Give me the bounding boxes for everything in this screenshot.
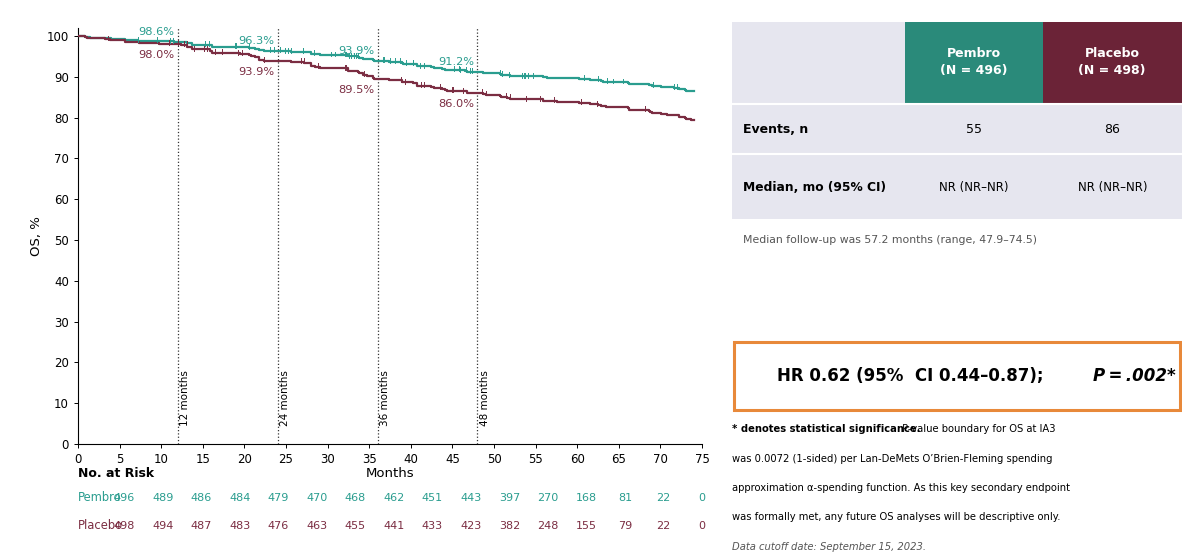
Text: 476: 476: [268, 521, 289, 531]
Text: 463: 463: [306, 521, 328, 531]
Text: Events, n: Events, n: [743, 123, 809, 136]
Text: 248: 248: [538, 521, 559, 531]
Text: Median, mo (95% CI): Median, mo (95% CI): [743, 180, 887, 194]
Text: 483: 483: [229, 521, 251, 531]
Text: 270: 270: [538, 492, 558, 503]
Text: 443: 443: [461, 492, 481, 503]
Text: 55: 55: [966, 123, 982, 136]
Text: 89.5%: 89.5%: [338, 85, 374, 95]
Text: 462: 462: [383, 492, 404, 503]
Text: Median follow-up was 57.2 months (range, 47.9–74.5): Median follow-up was 57.2 months (range,…: [743, 235, 1037, 245]
Text: 22: 22: [656, 521, 671, 531]
Text: 487: 487: [191, 521, 212, 531]
Text: 81: 81: [618, 492, 632, 503]
FancyBboxPatch shape: [905, 22, 1043, 104]
Text: 86: 86: [1104, 123, 1120, 136]
Text: 91.2%: 91.2%: [438, 57, 474, 67]
Text: 397: 397: [499, 492, 520, 503]
Text: 98.0%: 98.0%: [138, 50, 174, 60]
Text: 24 months: 24 months: [280, 370, 290, 426]
Text: P-value boundary for OS at IA3: P-value boundary for OS at IA3: [899, 425, 1056, 435]
Text: 455: 455: [344, 521, 366, 531]
X-axis label: Months: Months: [366, 467, 414, 481]
Text: 86.0%: 86.0%: [438, 99, 474, 109]
Text: 484: 484: [229, 492, 251, 503]
Text: 479: 479: [268, 492, 289, 503]
Text: HR 0.62 (95%  CI 0.44–0.87);: HR 0.62 (95% CI 0.44–0.87);: [778, 367, 1055, 385]
FancyBboxPatch shape: [732, 219, 1182, 325]
Text: 468: 468: [344, 492, 366, 503]
Text: Pembro: Pembro: [78, 491, 121, 504]
Text: Data cutoff date: September 15, 2023.: Data cutoff date: September 15, 2023.: [732, 542, 926, 552]
Text: 98.6%: 98.6%: [138, 27, 174, 37]
Text: Placebo
(N = 498): Placebo (N = 498): [1079, 47, 1146, 78]
Y-axis label: OS, %: OS, %: [30, 216, 42, 256]
Text: 441: 441: [383, 521, 404, 531]
Text: 451: 451: [422, 492, 443, 503]
Text: 486: 486: [191, 492, 212, 503]
FancyBboxPatch shape: [732, 22, 1182, 219]
Text: P = .002*: P = .002*: [1093, 367, 1176, 385]
Text: * denotes statistical significance.: * denotes statistical significance.: [732, 425, 920, 435]
Text: was formally met, any future OS analyses will be descriptive only.: was formally met, any future OS analyses…: [732, 512, 1061, 522]
Text: 494: 494: [152, 521, 174, 531]
Text: 0: 0: [698, 521, 706, 531]
FancyBboxPatch shape: [734, 342, 1180, 410]
Text: 382: 382: [499, 521, 520, 531]
Text: 470: 470: [306, 492, 328, 503]
FancyBboxPatch shape: [1043, 22, 1182, 104]
Text: No. at Risk: No. at Risk: [78, 467, 154, 480]
Text: 489: 489: [152, 492, 174, 503]
Text: 96.3%: 96.3%: [239, 36, 275, 46]
Text: 22: 22: [656, 492, 671, 503]
Text: Placebo: Placebo: [78, 519, 124, 532]
Text: 93.9%: 93.9%: [239, 67, 275, 77]
Text: 498: 498: [114, 521, 134, 531]
Text: approximation α-spending function. As this key secondary endpoint: approximation α-spending function. As th…: [732, 483, 1070, 493]
Text: 423: 423: [461, 521, 481, 531]
Text: 0: 0: [698, 492, 706, 503]
Text: NR (NR–NR): NR (NR–NR): [1078, 180, 1147, 194]
Text: 433: 433: [422, 521, 443, 531]
Text: 12 months: 12 months: [180, 370, 191, 426]
Text: 79: 79: [618, 521, 632, 531]
Text: 155: 155: [576, 521, 596, 531]
Text: 496: 496: [114, 492, 134, 503]
Text: NR (NR–NR): NR (NR–NR): [940, 180, 1009, 194]
Text: 93.9%: 93.9%: [338, 46, 374, 56]
Text: 36 months: 36 months: [380, 370, 390, 426]
Text: was 0.0072 (1-sided) per Lan-DeMets O’Brien-Fleming spending: was 0.0072 (1-sided) per Lan-DeMets O’Br…: [732, 454, 1052, 464]
Text: Pembro
(N = 496): Pembro (N = 496): [941, 47, 1008, 78]
Text: 48 months: 48 months: [480, 370, 490, 426]
Text: 168: 168: [576, 492, 598, 503]
